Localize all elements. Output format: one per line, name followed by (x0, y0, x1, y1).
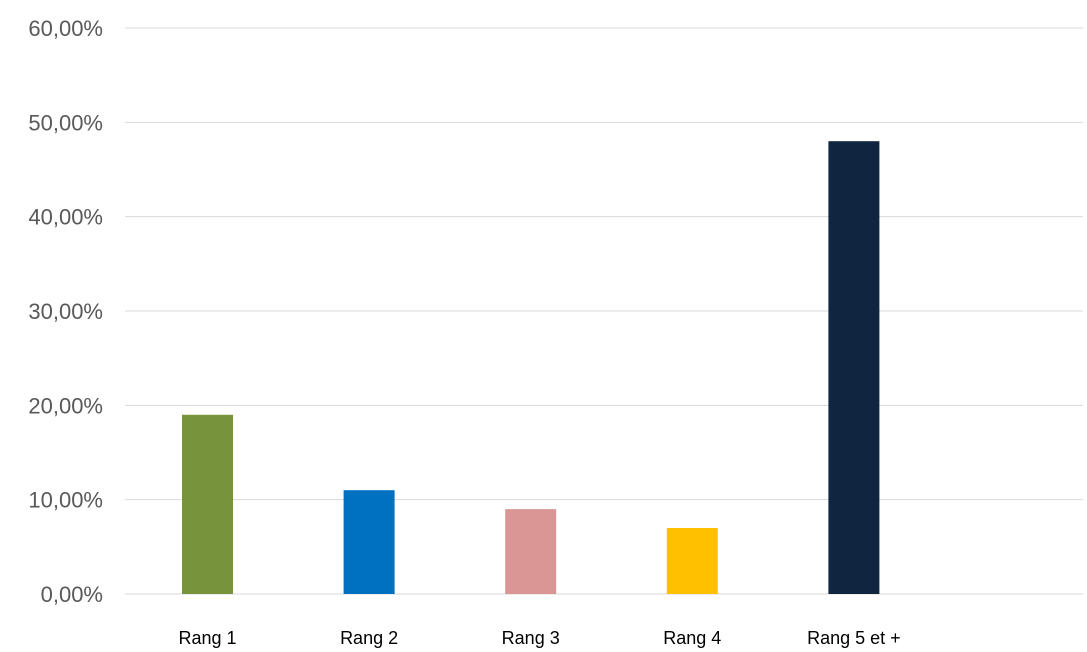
y-tick-label: 10,00% (28, 488, 103, 513)
bar-2 (343, 490, 395, 594)
category-label: Rang 1 (178, 628, 236, 648)
category-label: Rang 2 (340, 628, 398, 648)
gridlines (125, 27, 1083, 595)
bar-3 (505, 509, 557, 594)
category-label: Rang 3 (502, 628, 560, 648)
y-tick-label: 30,00% (28, 299, 103, 324)
y-tick-label: 0,00% (41, 582, 103, 607)
bar-1 (182, 414, 233, 594)
y-axis-tick-labels: 0,00% 10,00% 20,00% 30,00% 40,00% 50,00% 60,00… (28, 16, 103, 607)
bar-5 (828, 141, 880, 594)
y-tick-label: 20,00% (28, 393, 103, 418)
y-tick-label: 50,00% (28, 110, 103, 135)
bars (182, 141, 880, 594)
category-label: Rang 4 (663, 628, 721, 648)
bar-4 (666, 528, 718, 594)
category-label: Rang 5 et + (807, 628, 901, 648)
y-tick-label: 60,00% (28, 16, 103, 41)
y-tick-label: 40,00% (28, 205, 103, 230)
x-axis-category-labels: Rang 1 Rang 2 Rang 3 Rang 4 Rang 5 et + (178, 628, 900, 648)
